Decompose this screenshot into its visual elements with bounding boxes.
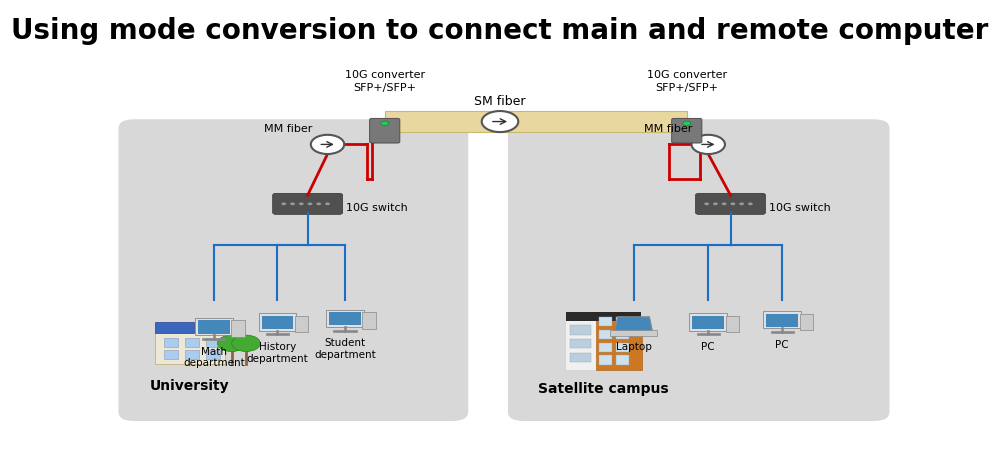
Circle shape [325,203,330,206]
Text: 10G switch: 10G switch [769,202,830,212]
Text: SM fiber: SM fiber [474,95,526,108]
Text: Math
department: Math department [183,346,245,367]
FancyBboxPatch shape [118,120,468,421]
Bar [259,313,296,331]
Circle shape [748,203,753,206]
Bar [262,316,293,329]
Circle shape [281,203,286,206]
Bar [610,330,657,336]
Circle shape [381,122,389,126]
Bar [295,316,308,333]
Bar [326,310,364,327]
Bar [616,317,629,326]
Bar [195,318,233,336]
Bar [362,313,376,329]
FancyBboxPatch shape [596,321,642,370]
Circle shape [311,135,344,155]
Bar [763,311,801,329]
Bar [616,343,629,352]
Circle shape [299,203,304,206]
Text: University: University [150,378,230,392]
Circle shape [722,203,727,206]
Text: Laptop: Laptop [616,342,651,352]
Bar [185,338,199,347]
Bar [692,316,724,329]
Text: 10G converter
SFP+/SFP+: 10G converter SFP+/SFP+ [647,70,727,93]
Bar [599,356,612,365]
Text: Using mode conversion to connect main and remote computer: Using mode conversion to connect main an… [11,17,989,45]
Text: 10G switch: 10G switch [346,202,408,212]
Bar [570,339,591,348]
FancyBboxPatch shape [155,322,194,333]
Circle shape [731,203,735,206]
Bar [599,317,612,326]
Bar [206,350,220,359]
Bar [329,313,361,325]
Text: PC: PC [701,341,715,351]
Circle shape [482,112,518,133]
Polygon shape [385,112,687,132]
Circle shape [308,203,312,206]
Bar [164,338,178,347]
Bar [800,314,813,330]
Text: MM fiber: MM fiber [264,123,312,133]
Bar [689,313,727,331]
Polygon shape [614,317,653,332]
Bar [566,313,641,321]
Bar [599,343,612,352]
Text: 10G converter
SFP+/SFP+: 10G converter SFP+/SFP+ [345,70,425,93]
FancyBboxPatch shape [696,194,765,215]
Text: MM fiber: MM fiber [644,123,693,133]
Circle shape [217,336,246,352]
Text: Student
department: Student department [314,338,376,359]
FancyBboxPatch shape [273,194,343,215]
Circle shape [713,203,718,206]
Bar [616,356,629,365]
Bar [198,321,230,334]
FancyBboxPatch shape [565,321,598,370]
FancyBboxPatch shape [155,332,225,364]
Circle shape [739,203,744,206]
Bar [766,314,798,327]
Text: PC: PC [775,339,789,349]
Circle shape [692,135,725,155]
FancyBboxPatch shape [508,120,889,421]
Circle shape [704,203,709,206]
Bar [231,321,245,337]
Bar [185,350,199,359]
Bar [570,326,591,335]
Bar [726,316,739,333]
Bar [616,330,629,339]
Text: History
department: History department [247,341,308,363]
Text: Satellite campus: Satellite campus [538,381,669,395]
Bar [164,350,178,359]
Bar [206,338,220,347]
Circle shape [232,336,260,352]
Bar [599,330,612,339]
Circle shape [316,203,321,206]
Bar [570,353,591,362]
FancyBboxPatch shape [672,119,702,144]
FancyBboxPatch shape [370,119,400,144]
Circle shape [683,122,691,126]
Circle shape [290,203,295,206]
